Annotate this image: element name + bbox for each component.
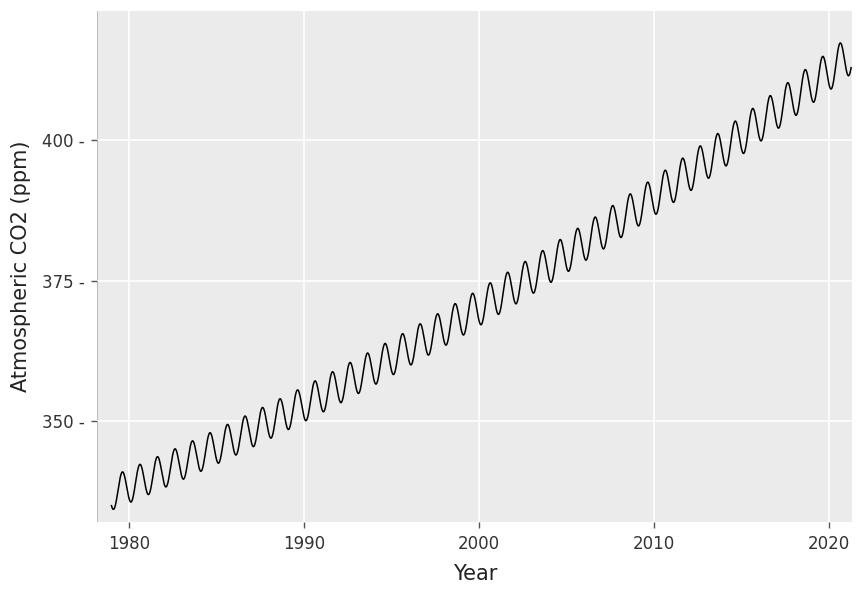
Y-axis label: Atmospheric CO2 (ppm): Atmospheric CO2 (ppm)	[11, 141, 31, 393]
X-axis label: Year: Year	[453, 564, 497, 584]
